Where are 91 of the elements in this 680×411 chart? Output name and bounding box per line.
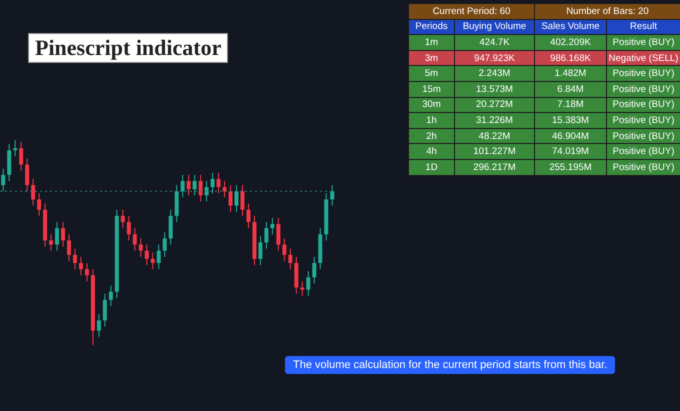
candlestick (210, 172, 215, 194)
candlestick (288, 248, 292, 270)
text: 6.84M (535, 82, 607, 97)
text: 1D (409, 160, 455, 175)
text: 1h (409, 113, 455, 128)
text: Buying Volume (455, 20, 535, 34)
text: 2h (409, 128, 455, 144)
text: 48.22M (455, 128, 535, 144)
text: 20.272M (455, 98, 535, 112)
candlestick (270, 217, 274, 235)
candlestick (192, 174, 197, 196)
text: Positive (BUY) (607, 113, 680, 128)
text: 255.195M (535, 160, 607, 175)
text: 2.243M (455, 66, 535, 81)
candlestick (37, 192, 42, 216)
text: The volume calculation for the current period starts from this bar. (285, 356, 616, 374)
candlestick (264, 222, 268, 250)
text: Positive (BUY) (607, 66, 680, 81)
candlestick (61, 222, 66, 248)
candlestick (312, 256, 316, 284)
candlestick (180, 174, 185, 198)
candlestick (25, 158, 30, 192)
text: 986.168K (535, 50, 607, 66)
candlestick (222, 180, 227, 198)
candlestick (156, 244, 161, 270)
text: 30m (409, 98, 455, 112)
text: Positive (BUY) (607, 160, 680, 175)
text: 31.226M (455, 113, 535, 128)
text: Number of Bars: 20 (535, 4, 680, 19)
text: 5m (409, 66, 455, 81)
candlestick (216, 172, 221, 194)
candlestick (246, 203, 250, 229)
candlestick (258, 236, 262, 266)
text: 15m (409, 82, 455, 97)
candlestick (198, 174, 203, 202)
candlestick (168, 209, 173, 246)
candlestick (120, 209, 125, 229)
text: Sales Volume (535, 20, 607, 34)
candlestick (234, 184, 238, 212)
text: 7.18M (535, 98, 607, 112)
text: 101.227M (455, 144, 535, 159)
text: 3m (409, 50, 455, 66)
text: 46.904M (535, 128, 607, 144)
candlestick (72, 248, 77, 270)
candlestick (330, 184, 334, 206)
candlestick (204, 180, 209, 202)
text: 424.7K (455, 35, 535, 50)
text: Positive (BUY) (607, 35, 680, 50)
text: Current Period: 60 (409, 4, 535, 19)
chart-title: Pinescript indicator (28, 33, 228, 63)
candlestick (1, 168, 6, 192)
text: 13.573M (455, 82, 535, 97)
text: Periods (409, 20, 455, 34)
candlestick (126, 215, 131, 241)
text: Positive (BUY) (607, 98, 680, 112)
text: 402.209K (535, 35, 607, 50)
text: 947.923K (455, 50, 535, 66)
text: Positive (BUY) (607, 144, 680, 159)
candlestick (138, 238, 143, 258)
text: 1.482M (535, 66, 607, 81)
text: 4h (409, 144, 455, 159)
candlestick (55, 222, 60, 252)
text: Negative (SELL) (607, 50, 680, 66)
candlestick (144, 244, 149, 266)
candlestick (306, 270, 310, 296)
candlestick (162, 232, 167, 258)
candlestick (78, 256, 83, 276)
candlestick (186, 174, 191, 196)
candlestick (282, 238, 286, 262)
candlestick (96, 314, 101, 338)
candlestick (49, 234, 54, 252)
candlestick (84, 262, 89, 282)
candlestick (228, 184, 233, 212)
candlestick (67, 234, 71, 262)
text: 74.019M (535, 144, 607, 159)
text: 1m (409, 35, 455, 50)
text: Positive (BUY) (607, 128, 680, 144)
candlestick (102, 293, 107, 328)
candlestick (13, 140, 18, 157)
text: 296.217M (455, 160, 535, 175)
candlestick (132, 228, 137, 252)
text: 15.383M (535, 113, 607, 128)
text: Result (607, 20, 680, 34)
candlestick (276, 217, 280, 252)
candlestick (240, 184, 244, 216)
candlestick (19, 142, 24, 172)
candlestick (150, 252, 155, 270)
text: Positive (BUY) (607, 82, 680, 97)
candlestick (300, 280, 304, 296)
candlestick (31, 178, 36, 206)
candlestick (108, 285, 113, 307)
